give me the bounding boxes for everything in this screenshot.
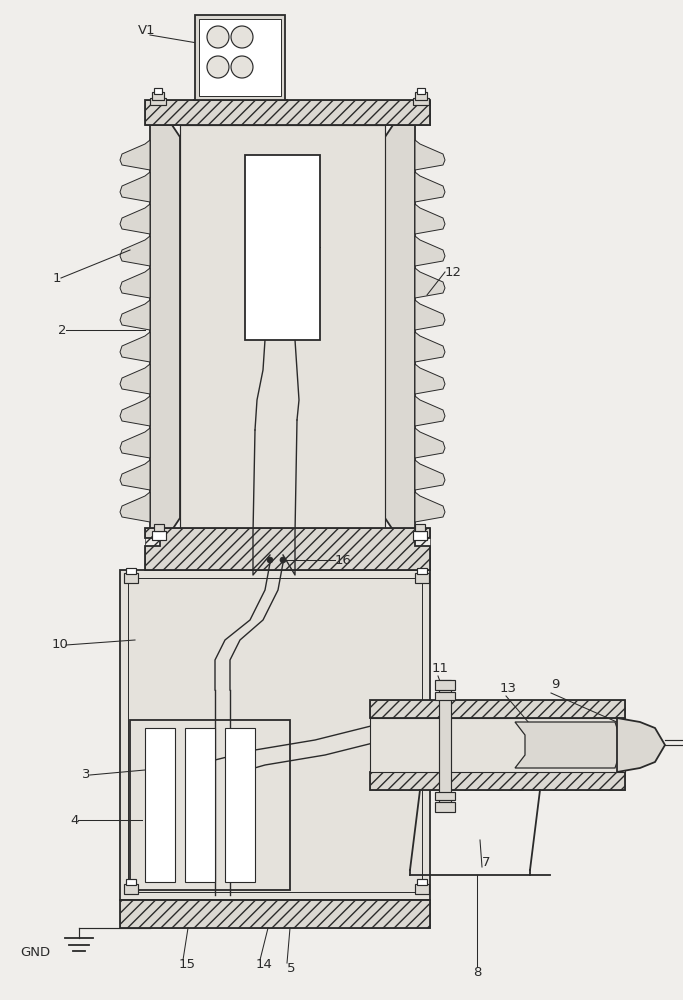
Text: 11: 11: [432, 662, 449, 674]
Polygon shape: [415, 172, 445, 202]
Bar: [245, 155, 320, 340]
Bar: [225, 728, 255, 882]
Text: 12: 12: [445, 265, 462, 278]
Bar: [435, 692, 455, 700]
Text: 10: 10: [52, 639, 69, 652]
Bar: [370, 772, 625, 790]
Text: 4: 4: [70, 814, 79, 826]
Bar: [415, 884, 429, 894]
Polygon shape: [415, 236, 445, 266]
Bar: [126, 568, 136, 574]
Polygon shape: [120, 460, 150, 490]
Bar: [370, 700, 625, 718]
Bar: [415, 573, 429, 583]
Polygon shape: [120, 140, 150, 170]
Bar: [120, 900, 430, 928]
Bar: [130, 720, 290, 890]
Bar: [370, 700, 625, 718]
Polygon shape: [415, 204, 445, 234]
Bar: [152, 92, 164, 100]
Bar: [145, 100, 430, 125]
Bar: [154, 88, 162, 94]
Bar: [124, 573, 138, 583]
Polygon shape: [617, 718, 665, 772]
Polygon shape: [515, 722, 620, 768]
Polygon shape: [120, 204, 150, 234]
Bar: [154, 524, 164, 531]
Bar: [128, 578, 422, 892]
Bar: [417, 568, 427, 574]
Bar: [435, 680, 455, 690]
Text: 16: 16: [335, 554, 352, 566]
Bar: [417, 88, 425, 94]
Bar: [126, 879, 136, 885]
Bar: [415, 92, 427, 100]
Circle shape: [280, 557, 286, 563]
Bar: [435, 802, 455, 812]
Bar: [120, 570, 430, 900]
Circle shape: [231, 56, 253, 78]
Text: 1: 1: [53, 271, 61, 284]
Polygon shape: [415, 332, 445, 362]
Polygon shape: [120, 172, 150, 202]
Text: 5: 5: [287, 962, 296, 974]
Polygon shape: [415, 300, 445, 330]
Bar: [417, 879, 427, 885]
Polygon shape: [120, 396, 150, 426]
Polygon shape: [415, 428, 445, 458]
Polygon shape: [120, 364, 150, 394]
Text: 9: 9: [551, 678, 559, 692]
Bar: [415, 524, 425, 531]
Bar: [370, 772, 625, 790]
Bar: [145, 728, 175, 882]
Text: 15: 15: [179, 958, 196, 972]
Polygon shape: [415, 460, 445, 490]
Polygon shape: [415, 396, 445, 426]
Circle shape: [267, 557, 273, 563]
Polygon shape: [415, 364, 445, 394]
Polygon shape: [120, 268, 150, 298]
Text: 13: 13: [500, 682, 517, 694]
Bar: [413, 531, 427, 540]
Circle shape: [231, 26, 253, 48]
Bar: [413, 98, 429, 105]
Bar: [185, 728, 215, 882]
Bar: [199, 19, 281, 96]
Polygon shape: [385, 125, 415, 530]
Polygon shape: [415, 492, 445, 522]
Text: 2: 2: [58, 324, 66, 336]
Polygon shape: [120, 236, 150, 266]
Polygon shape: [120, 428, 150, 458]
Text: 14: 14: [256, 958, 273, 972]
Circle shape: [207, 26, 229, 48]
Bar: [145, 100, 430, 125]
Bar: [370, 718, 625, 772]
Bar: [120, 900, 430, 928]
Polygon shape: [120, 332, 150, 362]
Text: GND: GND: [20, 946, 50, 958]
Bar: [124, 884, 138, 894]
Polygon shape: [145, 528, 430, 570]
Text: 7: 7: [482, 856, 490, 868]
Polygon shape: [120, 300, 150, 330]
Circle shape: [207, 56, 229, 78]
Bar: [180, 125, 385, 530]
Polygon shape: [415, 140, 445, 170]
Text: 8: 8: [473, 966, 482, 978]
Bar: [150, 98, 166, 105]
Bar: [439, 680, 451, 810]
Polygon shape: [415, 268, 445, 298]
Bar: [435, 792, 455, 800]
Text: 3: 3: [82, 768, 91, 782]
Bar: [152, 531, 166, 540]
Bar: [195, 15, 285, 100]
Bar: [145, 528, 430, 570]
Text: V1: V1: [138, 23, 156, 36]
Polygon shape: [120, 492, 150, 522]
Polygon shape: [150, 125, 180, 530]
